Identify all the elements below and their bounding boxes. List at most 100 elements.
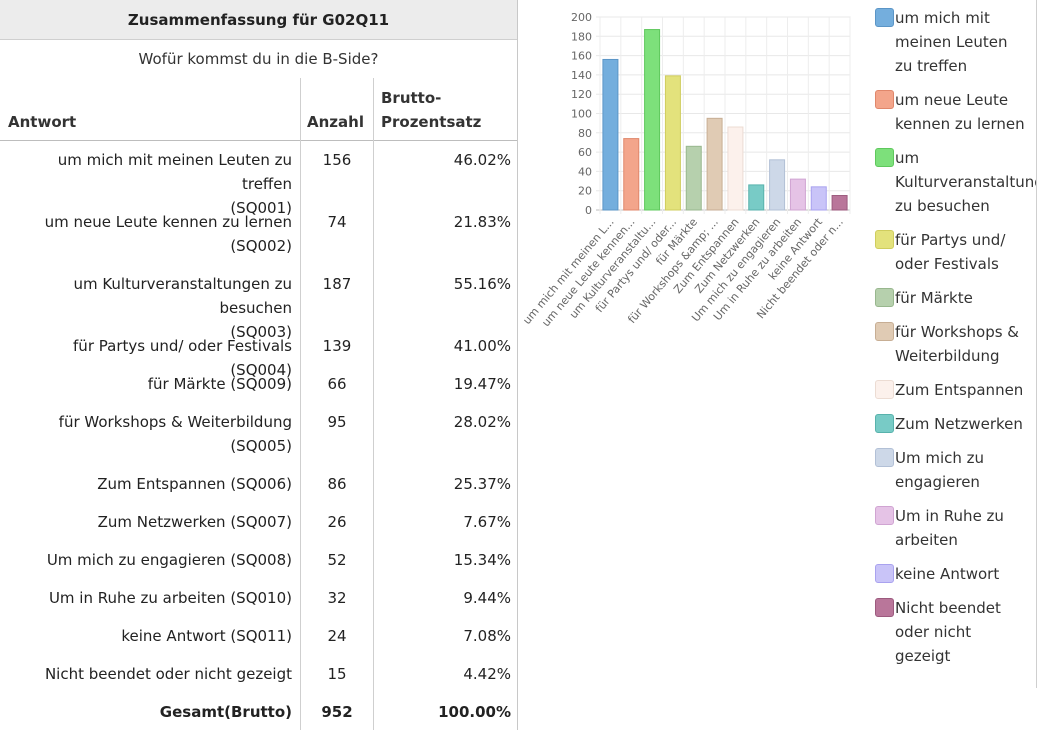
answer-line: Um in Ruhe zu arbeiten (SQ010) [48,589,292,607]
legend-swatch [875,564,894,583]
table-header: Antwort Anzahl Brutto- Prozentsatz [0,78,517,141]
legend-label: Weiterbildung [895,347,1000,365]
table-row: Zum Entspannen (SQ006) 86 25.37% [0,465,517,503]
legend-label: zu besuchen [895,197,990,215]
bar [644,29,661,211]
answer-line: um Kulturveranstaltungen zu besuchen [73,275,292,317]
legend-item[interactable]: für Workshops & Weiterbildung [874,320,1037,368]
bar [706,117,723,211]
bar [831,195,848,211]
legend-label: um mich mit [895,9,990,27]
percent-cell: 41.00% [453,337,511,355]
legend-label: arbeiten [895,531,958,549]
legend-label: Nicht beendet [895,599,1001,617]
count-cell: 187 [322,275,352,293]
legend-label: Kulturveranstaltung [895,173,1037,191]
legend-label: kennen zu lernen [895,115,1025,133]
table-row: um neue Leute kennen zu lernen (SQ002) 74 2… [0,203,517,265]
legend-item[interactable]: um neue Leute kennen zu lernen [874,88,1037,136]
answer-text: für Workshops & Weiterbildung (SQ005) [8,410,292,458]
answer-line: Nicht beendet oder nicht gezeigt [44,665,292,683]
count-cell: 52 [327,551,347,569]
answer-line: keine Antwort (SQ011) [121,627,292,645]
answer-text: Um in Ruhe zu arbeiten (SQ010) [8,586,292,610]
y-tick-label: 120 [571,88,592,101]
bar [664,75,681,211]
count-cell: 139 [322,337,352,355]
answer-text: keine Antwort (SQ011) [8,624,292,648]
percent-cell: 55.16% [453,275,511,293]
table-row: Um in Ruhe zu arbeiten (SQ010) 32 9.44% [0,579,517,617]
table-row: um Kulturveranstaltungen zu besuchen (SQ0… [0,265,517,341]
bar [602,58,619,211]
answer-line: für Workshops & Weiterbildung [58,413,292,431]
legend-label: für Workshops & [895,323,1020,341]
chart-legend: um mich mit meinen Leuten zu treffen um neu… [874,6,1037,668]
legend-item[interactable]: Um in Ruhe zu arbeiten [874,504,1037,552]
legend-label: Um mich zu [895,449,985,467]
total-count: 952 [321,703,353,721]
answer-text: für Partys und/ oder Festivals (SQ004) [8,334,292,382]
table-body: um mich mit meinen Leuten zu treffen (SQ0… [0,141,517,733]
legend-item[interactable]: Zum Entspannen [874,378,1037,402]
answer-line: Zum Entspannen (SQ006) [97,475,292,493]
percent-cell: 7.67% [463,513,511,531]
answer-code: (SQ003) [230,323,292,341]
legend-item[interactable]: für Märkte [874,286,1037,310]
y-tick-label: 140 [571,69,592,82]
legend-item[interactable]: um mich mit meinen Leuten zu treffen [874,6,1037,78]
y-tick-label: 60 [578,146,592,159]
y-tick-label: 0 [585,204,592,217]
legend-swatch [875,448,894,467]
count-cell: 156 [322,151,352,169]
column-divider [373,78,374,730]
count-cell: 86 [327,475,347,493]
legend-item[interactable]: Um mich zu engagieren [874,446,1037,494]
percent-cell: 28.02% [453,413,511,431]
legend-item[interactable]: für Partys und/oder Festivals [874,228,1037,276]
total-row: Gesamt(Brutto) 952 100.00% [0,693,517,733]
y-tick-label: 40 [578,165,592,178]
summary-title: Zusammenfassung für G02Q11 [0,0,517,40]
legend-label: Zum Entspannen [895,381,1024,399]
table-row: für Partys und/ oder Festivals (SQ004) 13… [0,327,517,379]
legend-item[interactable]: um Kulturveranstaltung zu besuchen [874,146,1037,218]
bar [748,184,765,211]
header-percent-line1: Brutto- [381,89,442,107]
legend-item[interactable]: Zum Netzwerken [874,412,1037,436]
legend-swatch [875,322,894,341]
answer-line: Um mich zu engagieren (SQ008) [46,551,292,569]
count-cell: 15 [327,665,347,683]
legend-item[interactable]: Nicht beendet oder nicht gezeigt [874,596,1037,668]
percent-cell: 4.42% [463,665,511,683]
answer-text: Zum Netzwerken (SQ007) [8,510,292,534]
legend-swatch [875,506,894,525]
answer-text: für Märkte (SQ009) [8,372,292,396]
answer-line: für Partys und/ oder Festivals (SQ004) [73,337,292,379]
table-row: Zum Netzwerken (SQ007) 26 7.67% [0,503,517,541]
total-percent: 100.00% [438,703,511,721]
header-percent-line2: Prozentsatz [381,113,482,131]
percent-cell: 15.34% [453,551,511,569]
legend-item[interactable]: keine Antwort [874,562,1037,586]
table-row: für Märkte (SQ009) 66 19.47% [0,365,517,403]
count-cell: 26 [327,513,347,531]
legend-swatch [875,8,894,27]
answer-code: (SQ005) [230,437,292,455]
legend-label: Um in Ruhe zu [895,507,1004,525]
legend-label: oder Festivals [895,255,999,273]
count-cell: 66 [327,375,347,393]
bar [685,145,702,211]
bar [727,126,744,211]
legend-label: gezeigt [895,647,951,665]
column-divider [300,78,301,730]
percent-cell: 21.83% [453,213,511,231]
bar [769,159,786,211]
header-answer: Antwort [8,113,77,131]
answer-text: Zum Entspannen (SQ006) [8,472,292,496]
answer-line: um neue Leute kennen zu lernen [44,213,292,231]
table-row: keine Antwort (SQ011) 24 7.08% [0,617,517,655]
question-text: Wofür kommst du in die B-Side? [138,50,379,68]
y-tick-label: 200 [571,11,592,24]
